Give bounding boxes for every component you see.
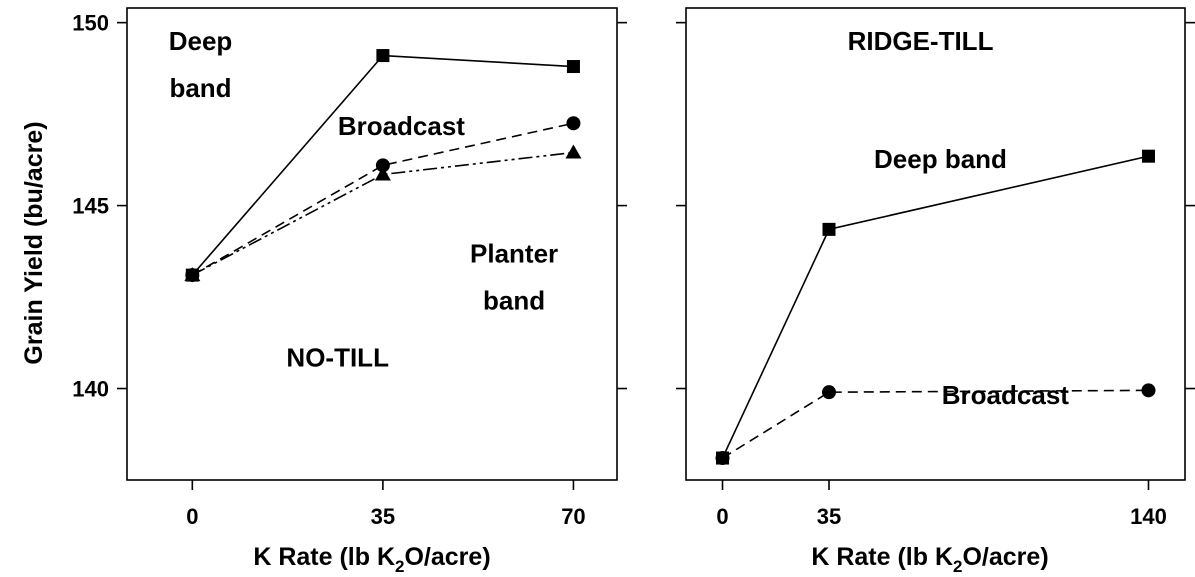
panel-ridge-till: 0 35 140 RIDGE-TILL Deep band Broadcast K Ra…: [676, 7, 1195, 576]
annotation-label: NO-TILL: [286, 342, 389, 372]
annotations-no-till: Deep band Broadcast Planter band NO-TILL: [169, 26, 558, 372]
panel-no-till: 140 145 150 0 35 70 Deep band Broadcast Planter b…: [72, 7, 627, 576]
tick-marks-ridge-till: [676, 21, 1195, 490]
data-point-deep-band: [1141, 149, 1155, 163]
x-tick-label: 0: [716, 504, 728, 529]
annotation-label: RIDGE-TILL: [848, 26, 994, 56]
data-point-broadcast: [375, 158, 390, 173]
annotation-label: Deep: [169, 26, 233, 56]
data-point-broadcast: [715, 451, 730, 466]
series-line-broadcast: [191, 122, 574, 276]
data-point-planter-band: [184, 267, 201, 282]
y-tick-label: 140: [72, 377, 109, 402]
annotation-label: Planter: [470, 238, 558, 268]
annotation-label: Deep band: [874, 144, 1007, 174]
series-layer-ridge-till: [715, 149, 1156, 466]
y-tick-label: 145: [72, 194, 109, 219]
x-tick-label: 140: [1130, 504, 1167, 529]
x-axis-title-no-till: K Rate (lb K2O/acre): [253, 543, 490, 576]
x-axis-title-ridge-till: K Rate (lb K2O/acre): [811, 543, 1048, 576]
annotation-label: Broadcast: [942, 380, 1069, 410]
annotations-ridge-till: RIDGE-TILL Deep band Broadcast: [848, 26, 1070, 410]
data-point-deep-band: [376, 49, 390, 63]
series-line-planter-band: [191, 151, 574, 276]
data-point-deep-band: [566, 60, 580, 74]
annotation-label: Broadcast: [338, 111, 465, 141]
data-point-deep-band: [822, 222, 836, 236]
data-point-broadcast: [566, 116, 581, 131]
series-line-broadcast: [722, 389, 1149, 459]
annotation-label: band: [483, 286, 545, 316]
x-tick-label: 35: [371, 504, 395, 529]
tick-labels-no-till: 140 145 150 0 35 70: [72, 11, 585, 529]
data-point-planter-band: [374, 166, 391, 181]
series-layer-no-till: [184, 49, 582, 283]
x-tick-label: 35: [817, 504, 841, 529]
plot-frame-no-till: [126, 7, 618, 481]
x-tick-label: 70: [561, 504, 585, 529]
annotation-label: band: [169, 73, 231, 103]
x-tick-label: 0: [186, 504, 198, 529]
data-point-broadcast: [1141, 383, 1156, 398]
data-point-planter-band: [565, 144, 582, 159]
tick-labels-ridge-till: 0 35 140: [716, 504, 1166, 529]
data-point-broadcast: [822, 385, 837, 400]
series-line-deep-band: [721, 155, 1149, 459]
y-axis-title: Grain Yield (bu/acre): [20, 121, 48, 364]
y-tick-label: 150: [72, 11, 109, 36]
tick-marks-no-till: [117, 21, 627, 490]
plot-frame-ridge-till: [685, 7, 1186, 481]
